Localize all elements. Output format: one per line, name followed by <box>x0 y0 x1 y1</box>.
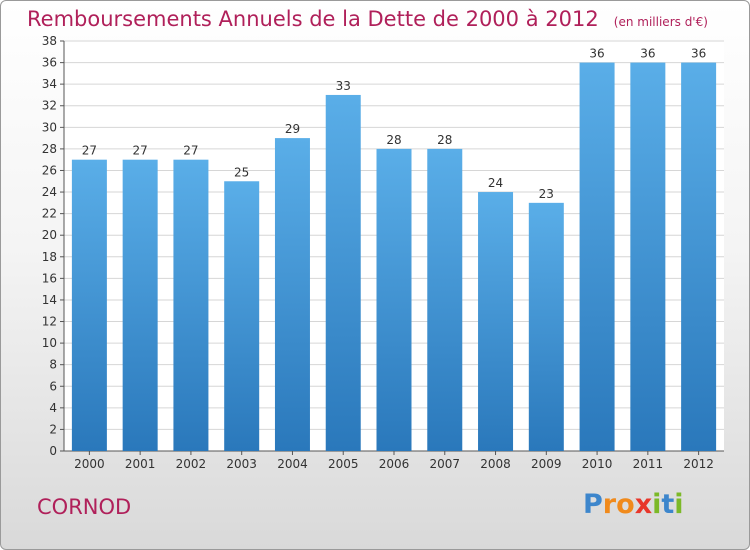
x-tick-label-2002: 2002 <box>176 457 207 471</box>
x-tick-label-2001: 2001 <box>125 457 156 471</box>
x-tick-label-2004: 2004 <box>277 457 308 471</box>
data-label-2001: 27 <box>133 144 148 158</box>
data-label-2011: 36 <box>640 47 655 61</box>
labels: 0246810121416182022242628303234363827200… <box>42 34 714 471</box>
y-tick-label: 24 <box>42 185 57 199</box>
logo-letter: P <box>583 489 603 520</box>
logo-letter: r <box>602 489 617 520</box>
y-tick-label: 12 <box>42 315 57 329</box>
proxiti-logo: Proxiti <box>583 489 684 520</box>
x-tick-label-2007: 2007 <box>429 457 460 471</box>
y-tick-label: 8 <box>49 358 57 372</box>
bar-2009 <box>528 202 564 451</box>
logo-letter: x <box>634 489 653 520</box>
x-tick-label-2012: 2012 <box>683 457 714 471</box>
data-label-2008: 24 <box>488 176 503 190</box>
data-label-2002: 27 <box>183 144 198 158</box>
bar-2011 <box>630 62 666 451</box>
data-label-2000: 27 <box>82 144 97 158</box>
y-tick-label: 10 <box>42 336 57 350</box>
x-tick-label-2005: 2005 <box>328 457 359 471</box>
bar-2012 <box>681 62 717 451</box>
data-label-2006: 28 <box>386 133 401 147</box>
y-tick-label: 0 <box>49 444 57 458</box>
x-tick-label-2003: 2003 <box>226 457 257 471</box>
logo-letter: i <box>652 489 662 520</box>
y-tick-label: 34 <box>42 77 57 91</box>
y-tick-label: 32 <box>42 99 57 113</box>
y-tick-label: 28 <box>42 142 57 156</box>
y-tick-label: 18 <box>42 250 57 264</box>
y-tick-label: 4 <box>49 401 57 415</box>
data-label-2003: 25 <box>234 165 249 179</box>
bar-2006 <box>376 148 412 452</box>
logo-letter: i <box>674 489 684 520</box>
data-label-2005: 33 <box>336 79 351 93</box>
bar-2001 <box>122 159 158 451</box>
x-tick-label-2008: 2008 <box>480 457 511 471</box>
data-label-2004: 29 <box>285 122 300 136</box>
x-tick-label-2000: 2000 <box>74 457 105 471</box>
chart-title-block: Remboursements Annuels de la Dette de 20… <box>27 7 708 31</box>
bar-2005 <box>325 94 361 452</box>
chart-title: Remboursements Annuels de la Dette de 20… <box>27 7 599 31</box>
x-tick-label-2010: 2010 <box>582 457 613 471</box>
bar-2007 <box>427 148 463 452</box>
bars <box>71 62 717 452</box>
x-tick-label-2011: 2011 <box>633 457 664 471</box>
bar-2002 <box>173 159 209 451</box>
x-tick-label-2009: 2009 <box>531 457 562 471</box>
x-tick-label-2006: 2006 <box>379 457 410 471</box>
y-tick-label: 30 <box>42 120 57 134</box>
data-label-2009: 23 <box>539 187 554 201</box>
data-label-2012: 36 <box>691 47 706 61</box>
y-tick-label: 36 <box>42 56 57 70</box>
bar-2004 <box>274 138 310 451</box>
y-tick-label: 2 <box>49 422 57 436</box>
logo-letter: o <box>616 489 635 520</box>
place-name: CORNOD <box>37 495 132 519</box>
y-tick-label: 14 <box>42 293 57 307</box>
chart-subtitle: (en milliers d'€) <box>613 15 708 29</box>
bar-2003 <box>224 181 260 451</box>
y-tick-label: 38 <box>42 34 57 48</box>
y-tick-label: 26 <box>42 163 57 177</box>
bar-2010 <box>579 62 615 451</box>
y-tick-label: 20 <box>42 228 57 242</box>
bar-2000 <box>71 159 107 451</box>
y-tick-label: 22 <box>42 207 57 221</box>
data-label-2010: 36 <box>589 47 604 61</box>
data-label-2007: 28 <box>437 133 452 147</box>
bar-2008 <box>478 192 514 452</box>
y-tick-label: 16 <box>42 271 57 285</box>
logo-letter: t <box>661 489 675 520</box>
y-tick-label: 6 <box>49 379 57 393</box>
